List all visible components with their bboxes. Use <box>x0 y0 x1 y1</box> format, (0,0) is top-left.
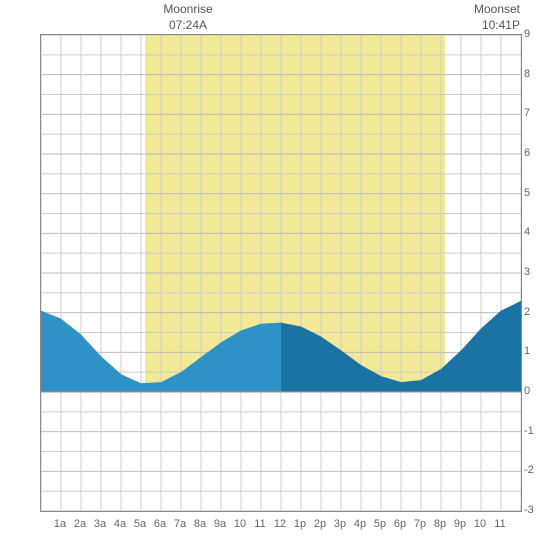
y-tick-label: -2 <box>524 464 534 476</box>
y-tick-label: -3 <box>524 504 534 516</box>
x-tick-label: 5p <box>374 518 386 530</box>
y-tick-label: 4 <box>524 226 530 238</box>
y-tick-label: 8 <box>524 68 530 80</box>
x-tick-label: 3p <box>334 518 346 530</box>
x-tick-label: 11 <box>254 518 265 530</box>
x-tick-label: 5a <box>134 518 146 530</box>
x-tick-label: 4a <box>114 518 126 530</box>
x-tick-label: 2p <box>314 518 326 530</box>
y-tick-label: 3 <box>524 266 530 278</box>
x-tick-label: 7a <box>174 518 186 530</box>
x-tick-label: 8p <box>434 518 446 530</box>
x-tick-label: 3a <box>94 518 106 530</box>
x-tick-label: 1a <box>54 518 66 530</box>
moonrise-label: Moonrise <box>163 2 212 16</box>
x-tick-label: 10 <box>234 518 246 530</box>
y-tick-label: 9 <box>524 28 530 40</box>
x-tick-label: 1p <box>294 518 306 530</box>
y-tick-label: -1 <box>524 425 534 437</box>
x-tick-label: 8a <box>194 518 206 530</box>
plot-area <box>40 34 522 512</box>
x-tick-label: 6p <box>394 518 406 530</box>
y-tick-label: 5 <box>524 187 530 199</box>
x-tick-label: 2a <box>74 518 86 530</box>
moonrise-time: 07:24A <box>169 18 207 32</box>
y-tick-label: 7 <box>524 107 530 119</box>
x-tick-label: 11 <box>494 518 505 530</box>
y-tick-label: 0 <box>524 385 530 397</box>
y-tick-label: 6 <box>524 147 530 159</box>
x-tick-label: 4p <box>354 518 366 530</box>
x-tick-label: 6a <box>154 518 166 530</box>
moonset-label: Moonset <box>474 2 520 16</box>
y-tick-label: 2 <box>524 306 530 318</box>
x-tick-label: 9a <box>214 518 226 530</box>
chart-svg <box>41 35 521 511</box>
y-tick-label: 1 <box>524 345 530 357</box>
x-tick-label: 12 <box>274 518 286 530</box>
moonrise-label-block: Moonrise 07:24A <box>158 2 218 33</box>
chart-container: Moonrise 07:24A Moonset 10:41P -3-2-1012… <box>0 0 550 550</box>
moonset-time: 10:41P <box>482 18 520 32</box>
x-tick-label: 9p <box>454 518 466 530</box>
x-tick-label: 7p <box>414 518 426 530</box>
moonset-label-block: Moonset 10:41P <box>460 2 520 33</box>
x-tick-label: 10 <box>474 518 486 530</box>
